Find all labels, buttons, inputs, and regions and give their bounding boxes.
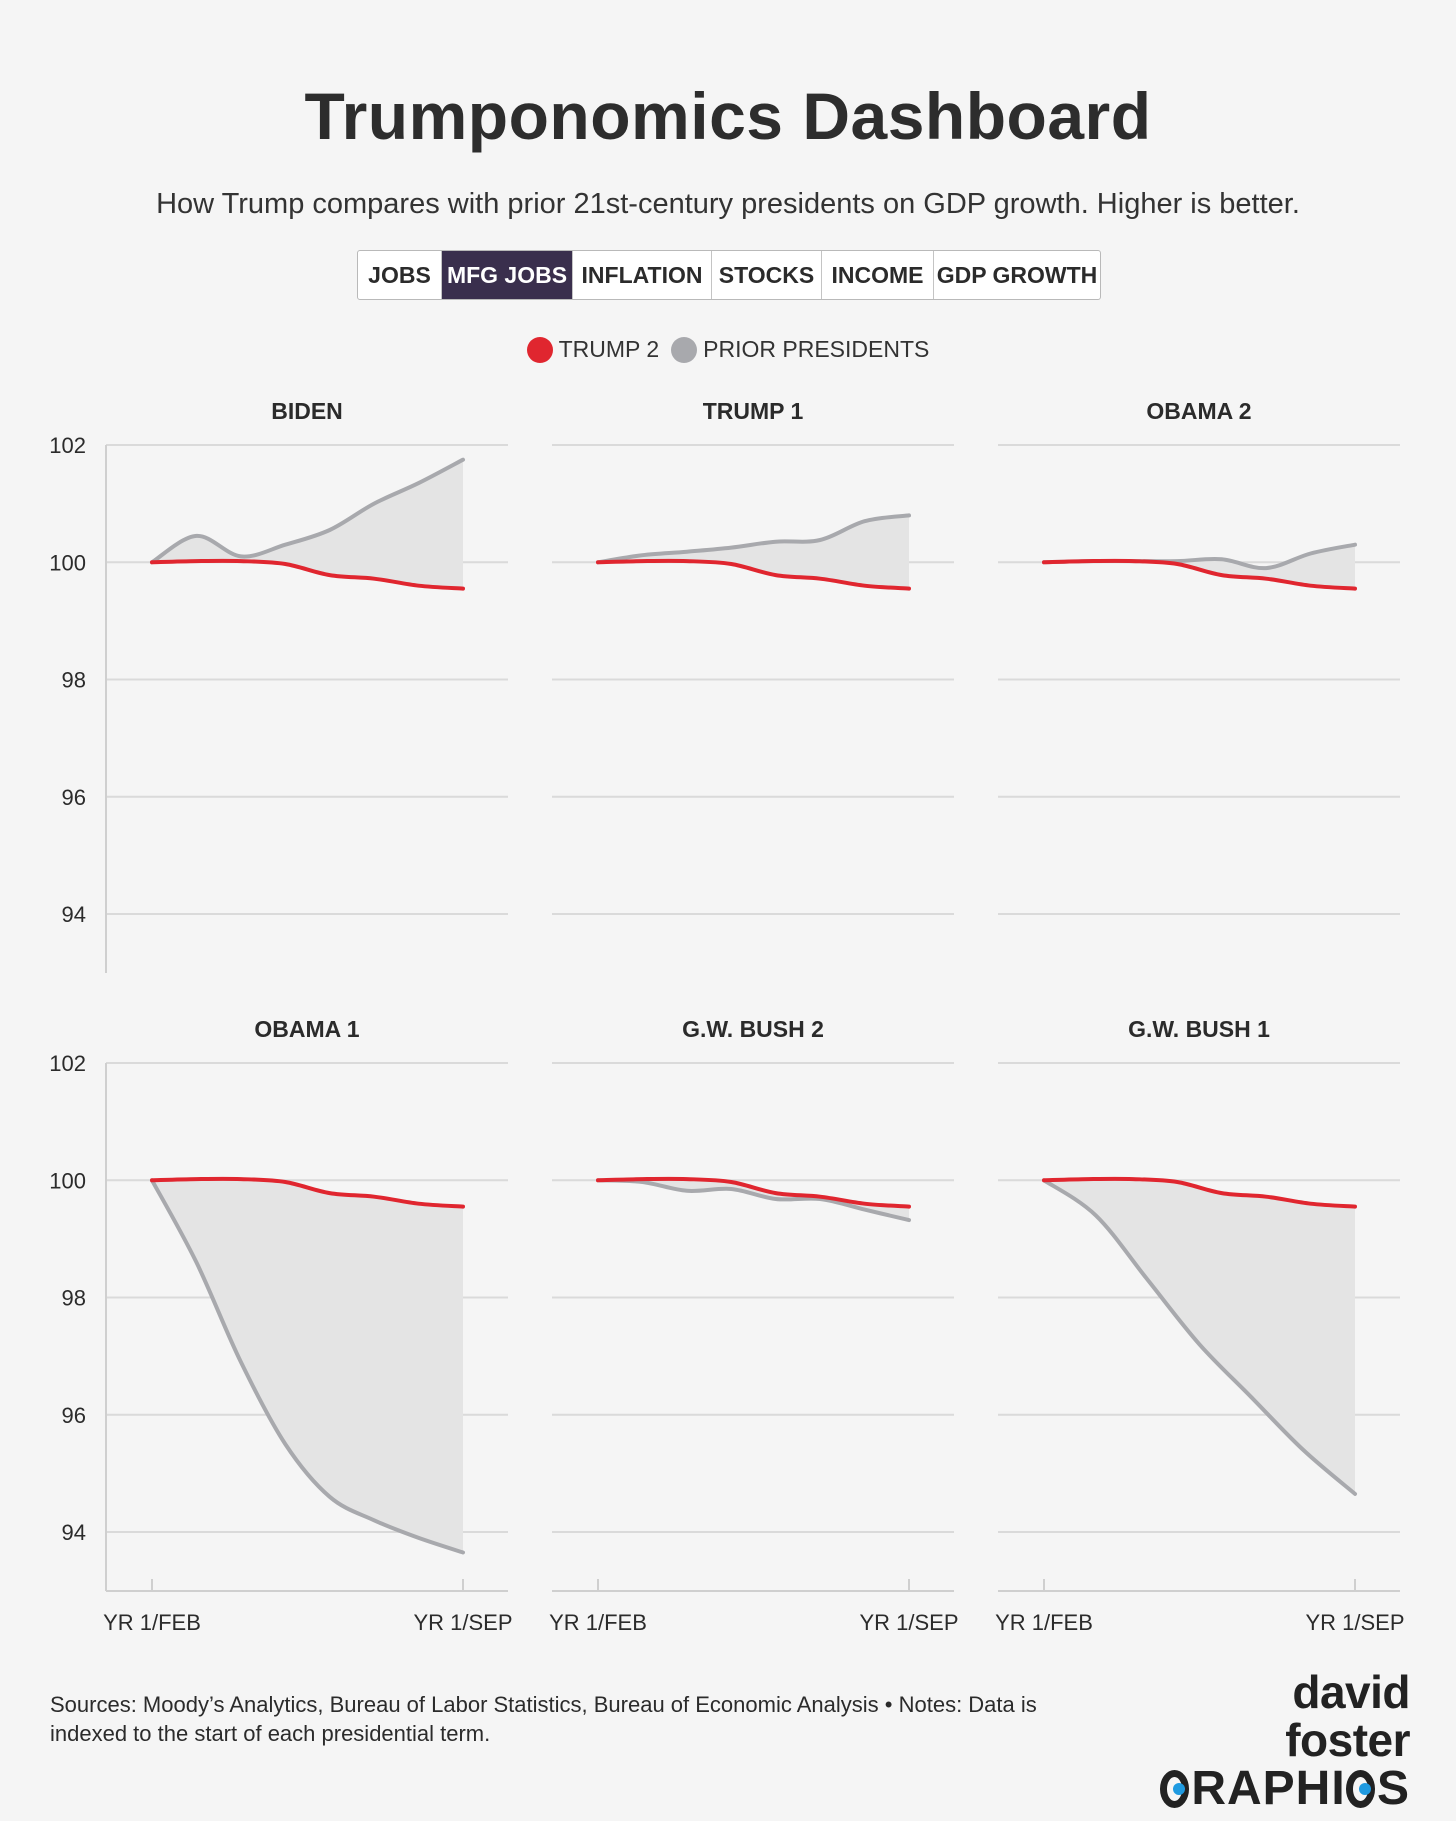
trump2-line bbox=[1042, 1176, 1357, 1209]
logo-wordmark-top: david foster bbox=[1285, 1666, 1410, 1766]
panel-trump-1: TRUMP 1 bbox=[552, 398, 954, 915]
panel-title: G.W. BUSH 1 bbox=[1128, 1016, 1270, 1042]
x-tick-label: YR 1/FEB bbox=[995, 1610, 1093, 1635]
prior-president-line bbox=[596, 1178, 911, 1223]
y-tick-label: 96 bbox=[62, 785, 86, 810]
x-tick-label: YR 1/SEP bbox=[413, 1610, 512, 1635]
logo-g-ring-icon bbox=[1160, 1770, 1190, 1808]
y-tick-label: 94 bbox=[62, 1520, 86, 1545]
tab-jobs[interactable]: JOBS bbox=[358, 251, 442, 299]
tab-stocks[interactable]: STOCKS bbox=[712, 251, 822, 299]
logo-wordmark-bottom: RAPHI S bbox=[1160, 1764, 1410, 1814]
gap-area bbox=[152, 1178, 463, 1553]
gap-area bbox=[1044, 544, 1355, 589]
page-title: Trumponomics Dashboard bbox=[304, 79, 1152, 153]
y-tick-label: 98 bbox=[62, 668, 86, 693]
panel-obama-2: OBAMA 2 bbox=[998, 398, 1400, 915]
gap-area bbox=[152, 459, 463, 589]
trump2-line bbox=[1042, 558, 1357, 591]
trump2-line bbox=[150, 558, 465, 591]
y-tick-label: 100 bbox=[49, 550, 86, 575]
legend-label-trump2: TRUMP 2 bbox=[558, 336, 660, 362]
x-tick-label: YR 1/SEP bbox=[1305, 1610, 1404, 1635]
y-tick-label: 102 bbox=[49, 433, 86, 458]
panel-title: OBAMA 2 bbox=[1146, 398, 1251, 424]
logo-c-ring-icon bbox=[1345, 1770, 1375, 1808]
gap-area bbox=[598, 1178, 909, 1221]
x-tick-label: YR 1/FEB bbox=[549, 1610, 647, 1635]
tab-inflation[interactable]: INFLATION bbox=[573, 251, 712, 299]
panel-g-w-bush-1: G.W. BUSH 1 YR 1/FEB YR 1/SEP bbox=[995, 1016, 1404, 1635]
logo-bottom-mid: RAPHI bbox=[1191, 1762, 1346, 1815]
gap-area bbox=[598, 515, 909, 589]
legend-dot-trump2 bbox=[526, 336, 553, 363]
brand-logo: david foster RAPHI S bbox=[1160, 1666, 1411, 1814]
prior-president-line bbox=[596, 513, 911, 565]
legend-item-trump2: TRUMP 2 bbox=[526, 336, 660, 363]
prior-president-line bbox=[150, 1178, 465, 1555]
trump2-line bbox=[150, 1176, 465, 1209]
tab-gdp-growth[interactable]: GDP GROWTH bbox=[936, 262, 1098, 288]
x-tick-label: YR 1/SEP bbox=[859, 1610, 958, 1635]
source-note: Sources: Moody’s Analytics, Bureau of La… bbox=[50, 1692, 1037, 1746]
trump2-line bbox=[596, 558, 911, 591]
logo-bottom-post: S bbox=[1376, 1762, 1410, 1815]
legend-label-prior: PRIOR PRESIDENTS bbox=[703, 336, 930, 362]
x-tick-label: YR 1/FEB bbox=[103, 1610, 201, 1635]
page-subtitle: How Trump compares with prior 21st-centu… bbox=[156, 188, 1300, 220]
y-tick-label: 102 bbox=[49, 1051, 86, 1076]
chart-legend: TRUMP 2 PRIOR PRESIDENTS bbox=[0, 336, 1456, 363]
panel-title: TRUMP 1 bbox=[703, 398, 804, 424]
tab-mfg-jobs[interactable]: MFG JOBS bbox=[442, 251, 573, 299]
metric-tab-bar: JOBS MFG JOBS INFLATION STOCKS INCOME GD… bbox=[357, 250, 1101, 300]
y-tick-label: 96 bbox=[62, 1403, 86, 1428]
panel-title: G.W. BUSH 2 bbox=[682, 1016, 824, 1042]
prior-president-line bbox=[150, 457, 465, 565]
legend-dot-prior bbox=[671, 336, 698, 363]
panel-title: OBAMA 1 bbox=[254, 1016, 359, 1042]
panel-obama-1: OBAMA 1 94 96 98 100 102 YR 1/FEB YR 1/SEP bbox=[49, 1016, 512, 1635]
trump2-line bbox=[596, 1176, 911, 1209]
panel-g-w-bush-2: G.W. BUSH 2 YR 1/FEB YR 1/SEP bbox=[549, 1016, 958, 1635]
y-tick-label: 98 bbox=[62, 1286, 86, 1311]
y-tick-label: 100 bbox=[49, 1168, 86, 1193]
prior-president-line bbox=[1042, 1178, 1357, 1496]
gap-area bbox=[1044, 1178, 1355, 1494]
panel-biden: BIDEN 94 96 98 100 102 bbox=[49, 398, 508, 973]
tab-income[interactable]: INCOME bbox=[822, 251, 934, 299]
y-tick-label: 94 bbox=[62, 902, 86, 927]
panel-title: BIDEN bbox=[271, 398, 343, 424]
legend-item-prior: PRIOR PRESIDENTS bbox=[671, 336, 929, 363]
